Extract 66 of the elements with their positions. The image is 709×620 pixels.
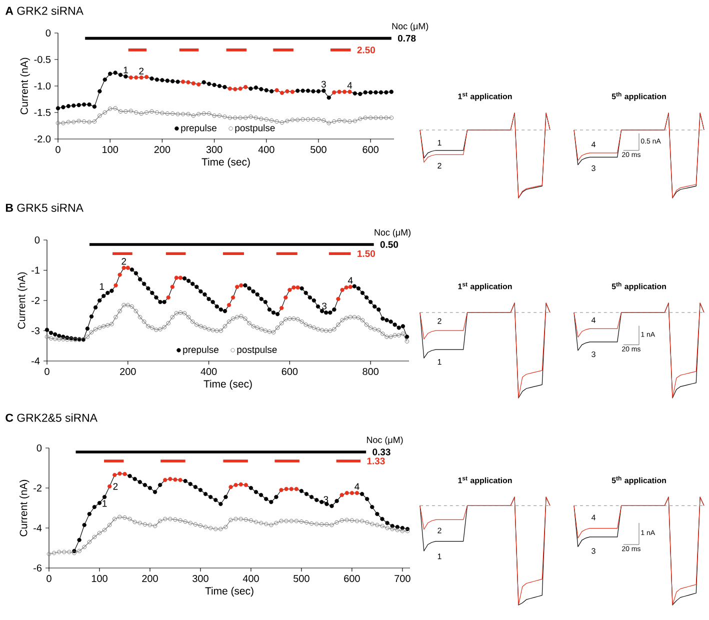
y-tick-label: -6 [34,564,42,572]
legend-label: prepulse [183,346,218,355]
annotation: 3 [322,302,327,310]
annotation: 2 [139,68,144,74]
series-label: 2.50 [357,46,375,54]
x-tick-label: 300 [206,146,222,154]
x-axis-title: Time (sec) [202,158,250,168]
y-tick-label: -0.5 [34,56,51,64]
y-tick-label: -2 [32,297,40,304]
annotation: 3 [321,80,326,88]
annotation: 4 [347,82,352,89]
x-tick-label: 800 [362,368,379,376]
legend-label: prepulse [181,124,216,134]
y-tick-label: -1 [32,266,40,274]
x-tick-label: 700 [394,575,410,582]
text: Noc (μM) [392,22,428,32]
y-axis-title: Current (nA) [20,480,30,536]
annotation: 1 [124,66,128,74]
x-tick-label: 600 [344,575,360,582]
x-tick-label: 400 [200,368,217,376]
chart-title: C GRK2&5 siRNA [6,413,98,422]
annotation: 1 [100,283,104,290]
annotation: 4 [348,277,353,284]
y-tick-label: -3 [32,327,40,334]
y-axis-title: Current (nA) [20,58,30,114]
x-tick-label: 600 [362,146,378,154]
x-tick-label: 500 [294,575,310,582]
series-label: 1.33 [367,458,385,464]
annotation: 1 [102,500,107,507]
x-tick-label: 100 [92,575,108,582]
x-tick-label: 500 [310,146,326,154]
y-tick-label: 0 [34,236,40,244]
x-tick-label: 400 [258,146,274,154]
chart-title: A GRK2 siRNA [5,6,84,15]
x-tick-label: 200 [120,368,136,376]
series-label: 0.50 [380,241,398,248]
series-label: 1.50 [358,250,375,257]
legend-label: postpulse [235,124,275,134]
text: Noc (μM) [367,436,403,445]
x-tick-label: 0 [56,146,60,154]
x-axis-title: Time (sec) [204,380,252,390]
annotation: 2 [122,258,126,265]
x-tick-label: 300 [192,575,208,582]
legend-label: postpulse [237,346,277,355]
x-axis-title: Time (sec) [205,586,254,597]
series-label: 0.78 [398,34,416,42]
x-tick-label: 200 [142,575,158,582]
x-tick-label: 200 [154,146,170,154]
y-tick-label: -1.0 [34,82,51,90]
x-tick-label: 100 [102,146,118,154]
y-tick-label: -2.0 [34,135,51,143]
x-tick-label: 400 [242,575,259,582]
y-tick-label: -4 [32,358,40,364]
chart-title: B GRK5 siRNA [6,203,84,212]
annotation: 3 [324,496,328,503]
y-tick-label: 0 [46,29,51,37]
y-axis-title: Current (nA) [18,272,28,329]
y-tick-label: -4 [34,524,42,532]
text: Noc (μM) [374,228,410,238]
y-tick-label: -2 [34,484,42,492]
annotation: 4 [354,483,360,490]
x-tick-label: 600 [282,368,298,376]
series-label: 0.33 [372,448,390,456]
y-tick-label: 0 [36,444,42,452]
y-tick-label: -1.5 [34,109,51,116]
annotation: 2 [113,483,118,490]
